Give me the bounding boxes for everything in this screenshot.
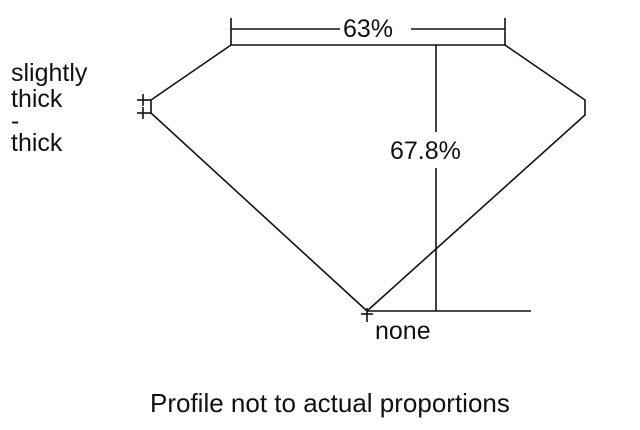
caption: Profile not to actual proportions [150,388,510,418]
girdle-label: slightly thick - thick [11,60,87,156]
girdle-label-line: slightly [11,59,88,87]
girdle-label-line: thick [11,85,63,113]
gem-outline [150,44,586,313]
depth-percent-label: 67.8% [390,137,461,165]
table-percent-label: 63% [343,15,394,43]
girdle-label-line: - [11,107,20,135]
culet-label: none [375,317,431,345]
girdle-label-line: thick [11,129,63,157]
